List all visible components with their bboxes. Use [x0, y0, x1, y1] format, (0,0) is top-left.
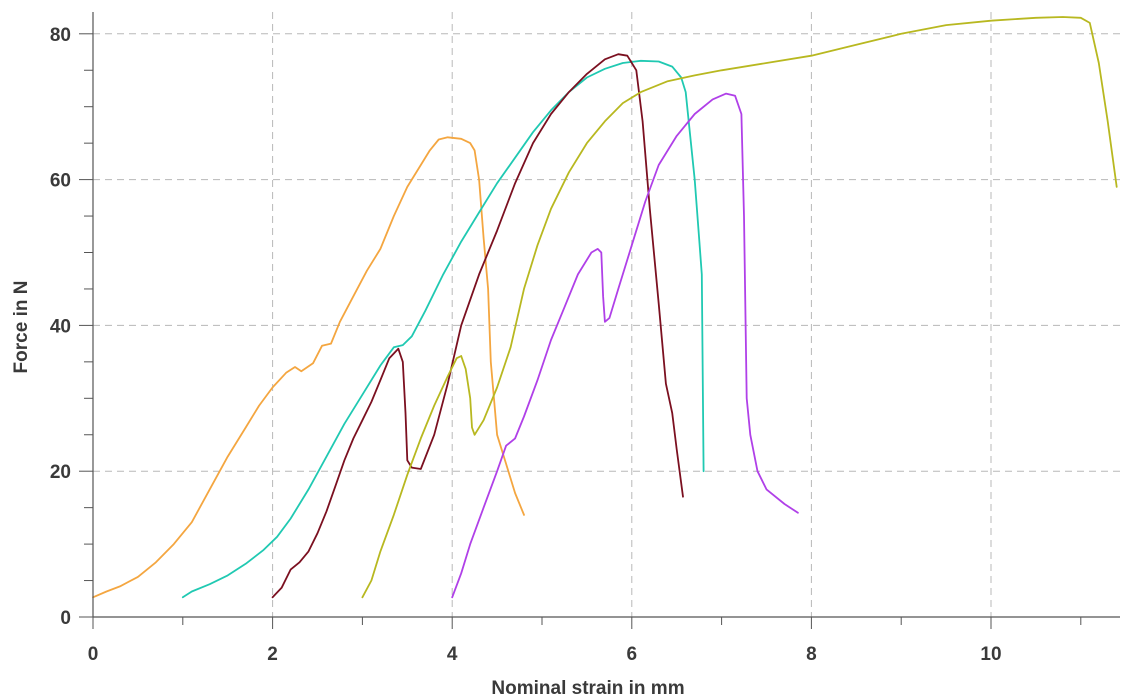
y-tick-label: 0 — [60, 608, 71, 629]
x-tick-label: 6 — [627, 644, 638, 665]
series-line-1 — [92, 136, 525, 599]
y-axis-title: Force in N — [11, 281, 32, 374]
y-tick-label: 80 — [50, 25, 71, 46]
x-tick-label: 0 — [88, 644, 99, 665]
y-tick-label: 60 — [50, 171, 71, 192]
series-layer — [92, 16, 1118, 599]
y-tick-label: 40 — [50, 316, 71, 337]
x-axis-title: Nominal strain in mm — [491, 678, 684, 699]
series-line-3 — [271, 53, 684, 599]
series-line-2 — [181, 59, 705, 599]
series-line-5 — [451, 92, 799, 599]
ticks — [79, 33, 1082, 629]
x-tick-label: 10 — [980, 644, 1001, 665]
tick-labels: 0 2 4 6 8 10 0 20 40 60 80 — [50, 25, 1002, 665]
x-tick-label: 8 — [806, 644, 817, 665]
grid — [93, 12, 1120, 617]
x-tick-label: 4 — [447, 644, 458, 665]
series-line-4 — [361, 16, 1118, 599]
axes — [92, 12, 1120, 618]
y-tick-label: 20 — [50, 462, 71, 483]
x-tick-label: 2 — [267, 644, 278, 665]
